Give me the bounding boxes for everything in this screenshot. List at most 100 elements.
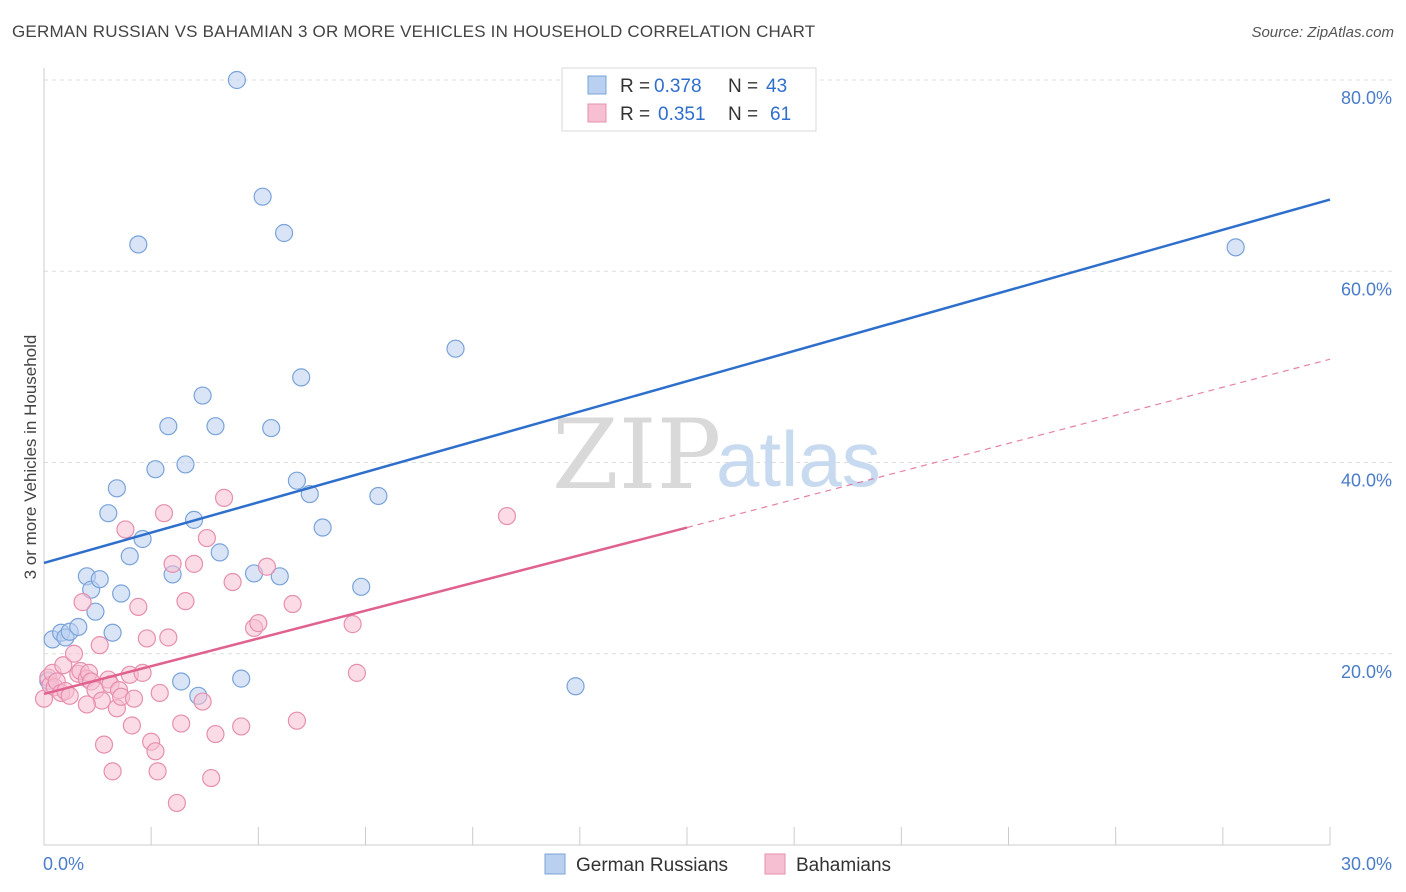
trend-lines [43,198,1331,696]
bahamians-point-50 [232,717,251,736]
german-russians-point-7 [86,602,105,621]
german-russians-point-39 [446,339,465,358]
bahamians-point-19 [92,691,111,710]
bahamians-point-43 [184,554,204,573]
german-russians-point-13 [120,547,139,566]
series-german-russians-points [39,70,1245,705]
legend-n-value-blue: 43 [766,76,787,97]
bahamians-point-55 [287,711,307,730]
german-russians-point-24 [206,417,225,436]
bahamians-point-57 [347,663,367,682]
legend-r-value-pink: 0.351 [658,104,706,125]
german-russians-point-29 [253,187,272,206]
german-russians-point-8 [90,570,109,589]
german-russians-point-11 [107,479,126,498]
trend-line-german-russians [43,198,1331,565]
german-russians-point-16 [146,460,165,479]
bahamians-point-29 [124,689,144,708]
german-russians-point-30 [262,418,281,438]
legend-n-label-blue: N = [728,76,758,97]
german-russians-point-27 [232,669,251,688]
legend-stats: R = 0.378 N = 43 R = 0.351 N = 61 [561,67,817,132]
y-tick-label-20: 20.0% [1341,662,1392,682]
german-russians-point-36 [313,518,332,537]
bahamians-point-30 [129,597,148,616]
bahamians-point-32 [137,629,156,648]
german-russians-point-17 [159,417,178,436]
bahamians-point-59 [122,716,141,735]
bahamians-point-49 [223,572,242,592]
bahamians-point-42 [176,592,195,611]
x-axis-ticks [43,827,1331,845]
y-axis-tick-labels: 20.0% 40.0% 60.0% 80.0% [1341,88,1392,682]
bahamians-point-41 [172,714,191,733]
german-russians-point-26 [227,70,246,90]
bahamians-point-20 [94,735,114,754]
chart-title: GERMAN RUSSIAN VS BAHAMIAN 3 OR MORE VEH… [12,22,816,41]
source-label: Source: ZipAtlas.com [1251,24,1394,41]
german-russians-point-32 [274,223,294,243]
german-russians-point-34 [292,368,311,387]
bahamians-point-45 [197,528,216,548]
bahamians-point-56 [343,615,362,634]
german-russians-point-37 [352,577,371,596]
bahamians-point-39 [163,554,182,573]
bahamians-point-7 [54,656,73,675]
watermark-zip: ZIP [552,399,721,511]
bahamians-point-47 [206,724,225,744]
bahamians-point-27 [116,520,135,539]
legend-series-bahamians: Bahamians [796,855,891,876]
german-russians-point-12 [112,584,131,603]
german-russians-point-19 [172,672,191,691]
legend-swatch-blue [587,75,607,95]
legend-series-swatch-blue [544,853,566,875]
german-russians-point-10 [103,623,122,642]
bahamians-point-52 [249,614,268,633]
bahamians-point-58 [497,506,517,526]
german-russians-point-4 [69,617,88,637]
german-russians-point-23 [193,386,212,405]
legend-swatch-pink [587,103,607,123]
german-russians-point-25 [210,543,229,562]
bahamians-point-36 [150,683,169,703]
german-russians-point-14 [129,235,148,254]
legend-n-label-pink: N = [728,104,758,125]
bahamians-point-54 [283,594,302,614]
x-tick-label-min: 0.0% [43,854,84,874]
bahamians-point-35 [148,762,167,781]
legend-r-label-pink: R = [620,104,650,125]
legend-series-swatch-pink [764,853,786,875]
y-tick-label-60: 60.0% [1341,279,1392,299]
y-axis-label: 3 or more Vehicles in Household [21,335,40,580]
german-russians-point-38 [369,486,388,506]
bahamians-point-10 [64,644,84,663]
series-bahamians-points [34,488,517,813]
legend-r-value-blue: 0.378 [654,76,702,97]
legend-n-value-pink: 61 [770,104,791,125]
legend-series-german-russians: German Russians [576,855,728,876]
german-russians-point-31 [270,567,289,586]
german-russians-point-33 [287,471,307,490]
y-tick-label-40: 40.0% [1341,471,1392,491]
trend-line-bahamians [43,526,688,696]
bahamians-point-38 [159,628,178,647]
bahamians-point-60 [77,695,96,714]
legend-r-label-blue: R = [620,76,650,97]
bahamians-point-44 [193,692,212,711]
trend-line-bahamians-extension [686,358,1331,529]
y-tick-label-80: 80.0% [1341,88,1392,108]
legend-series: German Russians Bahamians [544,853,891,876]
bahamians-point-13 [73,593,92,612]
german-russians-point-40 [566,677,585,696]
bahamians-point-34 [146,742,165,761]
german-russians-point-41 [1226,238,1245,257]
bahamians-point-18 [90,636,109,655]
bahamians-point-53 [257,557,277,576]
watermark-atlas: atlas [716,415,881,503]
german-russians-point-9 [99,504,118,523]
bahamians-point-40 [167,793,186,813]
x-tick-label-max: 30.0% [1341,854,1392,874]
bahamians-point-46 [202,768,221,788]
bahamians-point-37 [154,504,174,523]
